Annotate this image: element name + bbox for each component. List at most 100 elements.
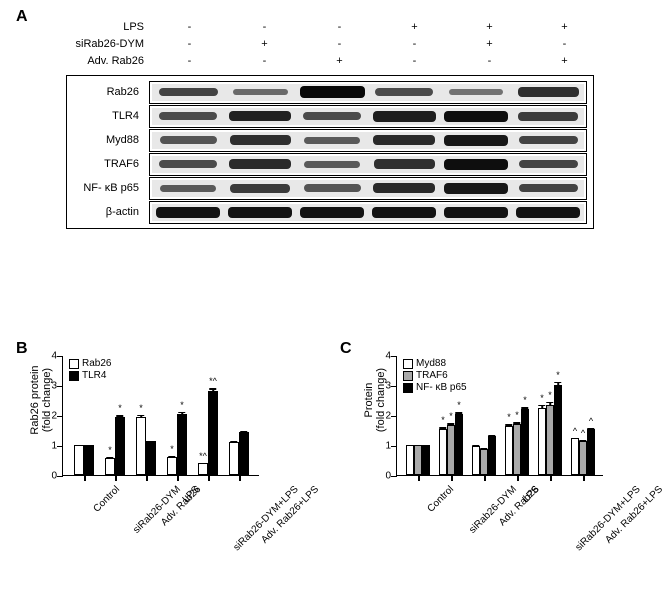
treatment-value: - (227, 55, 302, 67)
bar: * (447, 425, 455, 475)
signif-mark: * (548, 391, 552, 400)
blot-lane (368, 108, 440, 125)
blot-lane (152, 132, 224, 149)
error-bar (119, 415, 121, 417)
bar: * (177, 414, 187, 476)
signif-mark: * (457, 401, 461, 410)
treatment-table: LPS---+++siRab26-DYM-+--+-Adv. Rab26--+-… (66, 18, 602, 69)
bar (74, 445, 84, 475)
treatment-value: + (452, 21, 527, 33)
error-bar (88, 445, 90, 447)
x-tick (239, 475, 241, 481)
chart-plot: Rab26 protein(fold change)01234Control**… (62, 356, 259, 476)
blot-band (373, 111, 436, 122)
blot-band (518, 112, 578, 121)
treatment-value: + (227, 38, 302, 50)
blot-band (372, 207, 436, 218)
blot-row: TLR4 (73, 104, 587, 128)
error-bar (171, 456, 173, 458)
legend-label: Rab26 (82, 358, 111, 369)
y-tick (57, 356, 63, 357)
treatment-label: Adv. Rab26 (66, 55, 152, 67)
bar-group: ** (167, 414, 187, 476)
signif-mark: * (507, 413, 511, 422)
y-tick-label: 1 (379, 441, 391, 452)
error-bar (425, 445, 427, 447)
blot-lane (224, 180, 296, 197)
blot-label: TRAF6 (73, 158, 149, 170)
chart-legend: Myd88TRAF6NF- κB p65 (403, 358, 467, 394)
error-bar (181, 412, 183, 415)
chart-c: Protein(fold change)01234Control***siRab… (396, 356, 603, 476)
bar: * (167, 457, 177, 475)
bar (406, 445, 414, 475)
treatment-row: Adv. Rab26--+--+ (66, 52, 602, 69)
blot-band (303, 112, 361, 120)
blot-lane (512, 108, 584, 125)
panel-b-label: B (16, 340, 28, 358)
blot-row: TRAF6 (73, 152, 587, 176)
y-tick-label: 0 (379, 471, 391, 482)
bar: * (105, 458, 115, 475)
y-tick (391, 356, 397, 357)
bar: *^ (198, 463, 208, 475)
treatment-value: - (152, 21, 227, 33)
blot-lane (368, 84, 440, 101)
bar-group: *^*^ (198, 391, 218, 475)
error-bar (549, 402, 551, 406)
treatment-label: siRab26-DYM (66, 38, 152, 50)
blot-band (229, 159, 291, 169)
y-tick (391, 446, 397, 447)
blot-lane (440, 156, 512, 173)
bar-group: ^^^ (571, 429, 595, 475)
y-tick-label: 2 (379, 411, 391, 422)
legend-label: TLR4 (82, 370, 106, 381)
signif-mark: * (108, 446, 112, 455)
blot-band (159, 88, 218, 96)
signif-mark: * (441, 416, 445, 425)
panel-a-label: A (16, 8, 28, 26)
treatment-label: LPS (66, 21, 152, 33)
error-bar (109, 457, 111, 459)
error-bar (557, 382, 559, 387)
blot-lane (296, 108, 368, 125)
error-bar (590, 428, 592, 430)
blot-lane (368, 132, 440, 149)
blot-band (230, 135, 291, 145)
blot-band (230, 184, 290, 193)
bar: * (439, 429, 447, 476)
blot-lane (152, 156, 224, 173)
signif-mark: * (515, 411, 519, 420)
bar (480, 449, 488, 475)
x-tick (84, 475, 86, 481)
y-tick (57, 476, 63, 477)
blot-panel: Rab26TLR4Myd88TRAF6NF- κB p65β-actin (66, 75, 594, 229)
blot-row: Myd88 (73, 128, 587, 152)
error-bar (409, 445, 411, 447)
error-bar (212, 388, 214, 392)
bar-group (229, 432, 249, 475)
treatment-value: - (152, 55, 227, 67)
blot-band (516, 207, 580, 218)
x-tick (517, 475, 519, 481)
bar-group: * (136, 417, 156, 476)
error-bar (150, 441, 152, 443)
blot-lanes (149, 129, 587, 152)
error-bar (442, 427, 444, 429)
error-bar (491, 435, 493, 437)
bar (472, 446, 480, 475)
blot-band (300, 86, 365, 98)
legend-swatch (403, 383, 413, 393)
blot-label: NF- κB p65 (73, 182, 149, 194)
error-bar (458, 412, 460, 415)
blot-row: NF- κB p65 (73, 176, 587, 200)
error-bar (78, 445, 80, 447)
error-bar (417, 445, 419, 447)
bar-group (406, 445, 430, 475)
treatment-value: + (527, 55, 602, 67)
treatment-value: + (302, 55, 377, 67)
blot-lane (296, 180, 368, 197)
blot-lane (224, 132, 296, 149)
bar: * (546, 405, 554, 476)
signif-mark: ^ (589, 417, 593, 426)
